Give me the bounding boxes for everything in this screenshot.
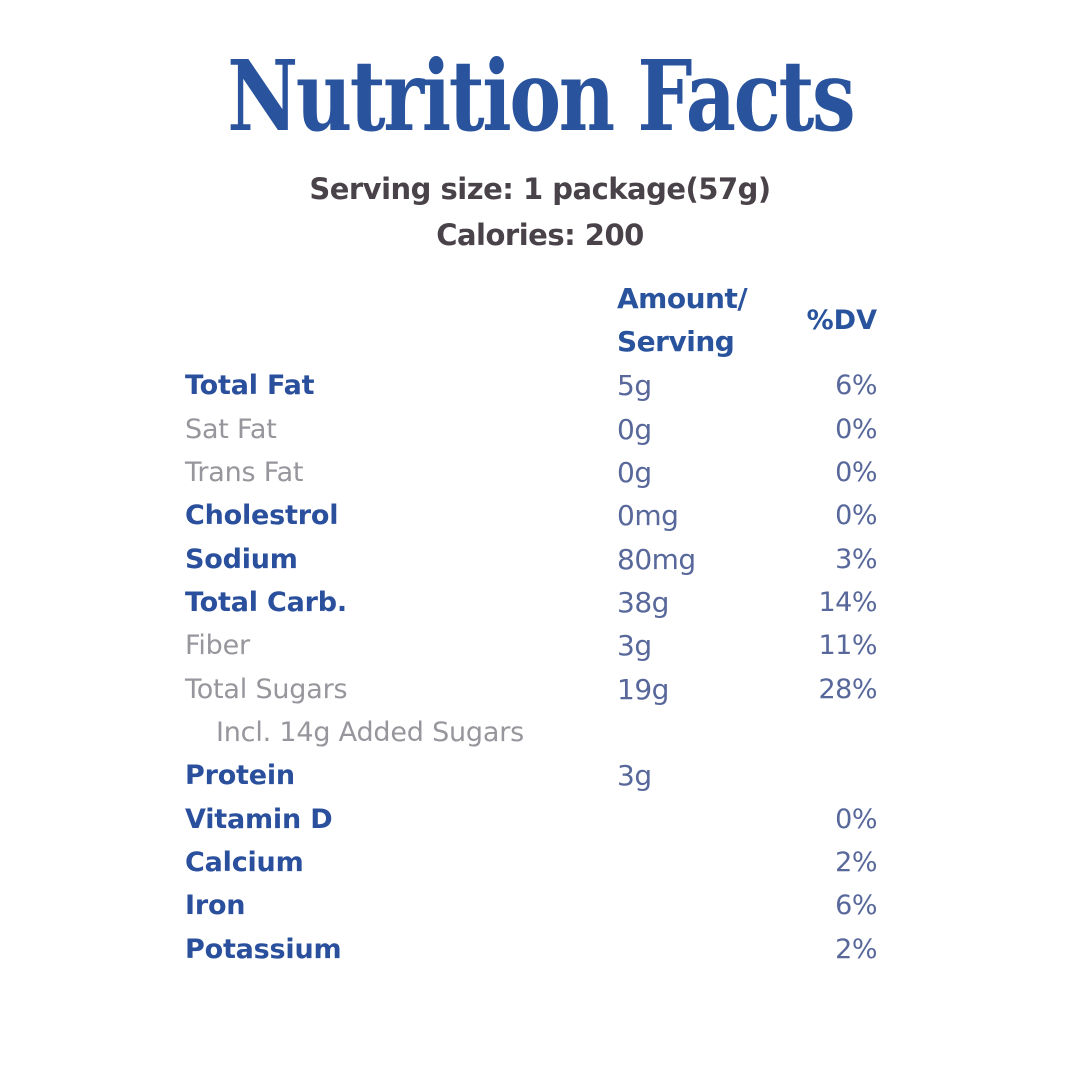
nutrient-label: Iron [185,890,246,922]
nutrient-label: Vitamin D [185,803,333,835]
table-row-trans-fat: Trans Fat 0g 0% [185,451,878,494]
amount-serving-column-header: Amount/ Serving [617,277,767,364]
nutrient-label: Sodium [185,543,298,575]
nutrient-amount: 3g [617,759,652,793]
nutrient-amount: 0mg [617,499,679,533]
table-row-vitamin-d: Vitamin D 0% [185,797,878,840]
nutrient-label: Sat Fat [185,413,277,445]
amount-header-line2: Serving [617,325,735,358]
nutrient-amount: 0g [617,455,652,489]
nutrient-label: Total Carb. [185,586,347,618]
nutrient-dv: 0% [835,456,877,488]
table-row-calcium: Calcium 2% [185,841,878,884]
nutrient-label: Protein [185,760,295,792]
nutrient-label: Trans Fat [185,456,304,488]
nutrient-amount: 19g [617,672,669,706]
nutrient-label: Total Sugars [185,673,348,705]
table-row-sodium: Sodium 80mg 3% [185,537,878,580]
nutrient-dv: 3% [835,543,877,575]
nutrient-label: Fiber [185,630,250,662]
nutrient-dv: 0% [835,500,877,532]
table-row-iron: Iron 6% [185,884,878,927]
calories-line: Calories: 200 [436,218,644,252]
nutrient-dv: 6% [835,890,877,922]
table-row-cholestrol: Cholestrol 0mg 0% [185,494,878,537]
nutrient-amount: 0g [617,412,652,446]
serving-size-line: Serving size: 1 package(57g) [309,172,771,206]
page-title: Nutrition Facts [226,39,855,153]
title-wrap: Nutrition Facts [0,48,1080,145]
table-row-fiber: Fiber 3g 11% [185,624,878,667]
nutrient-amount: 3g [617,629,652,663]
nutrient-label: Calcium [185,846,304,878]
amount-header-line1: Amount/ [617,282,748,315]
nutrient-label: Incl. 14g Added Sugars [216,716,524,748]
table-row-potassium: Potassium 2% [185,927,878,970]
nutrition-table: Amount/ Serving %DV Total Fat 5g 6% Sat … [185,277,878,971]
table-row-sat-fat: Sat Fat 0g 0% [185,407,878,450]
nutrient-dv: 0% [835,803,877,835]
nutrient-dv: 2% [835,846,877,878]
table-header-row: Amount/ Serving %DV [185,277,877,364]
table-row-total-fat: Total Fat 5g 6% [185,364,878,407]
table-row-protein: Protein 3g [185,754,877,797]
nutrient-amount: 38g [617,585,669,619]
nutrient-label: Cholestrol [185,500,339,532]
nutrient-amount: 80mg [617,542,696,576]
table-row-total-sugars: Total Sugars 19g 28% [185,667,878,710]
nutrient-dv: 2% [835,933,877,965]
table-row-added-sugars: Incl. 14g Added Sugars [185,711,877,754]
nutrient-dv: 14% [818,586,877,618]
nutrient-label: Total Fat [185,370,315,402]
nutrient-dv: 11% [818,630,877,662]
nutrient-dv: 6% [835,370,877,402]
nutrient-amount: 5g [617,369,652,403]
table-row-total-carb: Total Carb. 38g 14% [185,581,878,624]
nutrient-dv: 28% [818,673,877,705]
dv-column-header: %DV [806,305,877,336]
nutrient-dv: 0% [835,413,877,445]
nutrient-label: Potassium [185,933,342,965]
